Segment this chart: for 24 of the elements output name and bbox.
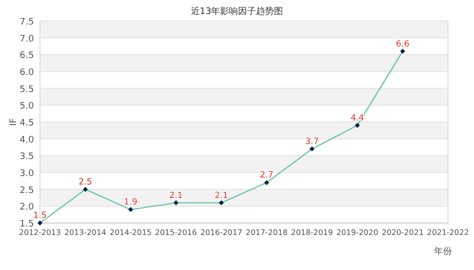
y-tick-label: 2.5 xyxy=(20,186,34,196)
y-tick-label: 2.0 xyxy=(20,202,34,213)
y-tick-label: 5.5 xyxy=(20,84,34,95)
y-tick-label: 3.5 xyxy=(20,152,34,162)
y-tick-label: 5.0 xyxy=(20,102,34,112)
data-label: 1.5 xyxy=(33,211,47,221)
y-axis-title: IF xyxy=(9,118,19,126)
y-tick-label: 7.0 xyxy=(20,34,34,44)
y-tick-label: 3.0 xyxy=(20,169,34,179)
data-label: 6.6 xyxy=(396,39,410,50)
y-tick-label: 6.0 xyxy=(20,68,34,78)
y-tick-label: 1.5 xyxy=(20,220,34,230)
y-tick-label: 4.0 xyxy=(20,135,34,146)
data-label: 2.7 xyxy=(260,170,274,181)
chart-title: 近13年影响因子趋势图 xyxy=(190,6,284,17)
data-label: 1.9 xyxy=(124,198,138,208)
data-label: 2.5 xyxy=(78,177,92,188)
data-label: 2.1 xyxy=(169,190,183,201)
x-axis-title: 年份 xyxy=(434,246,452,257)
data-label: 3.7 xyxy=(305,136,319,147)
y-tick-label: 4.5 xyxy=(20,118,34,128)
data-label: 2.1 xyxy=(214,190,228,201)
y-tick-label: 6.5 xyxy=(20,51,34,62)
y-tick-label: 7.5 xyxy=(20,18,34,28)
